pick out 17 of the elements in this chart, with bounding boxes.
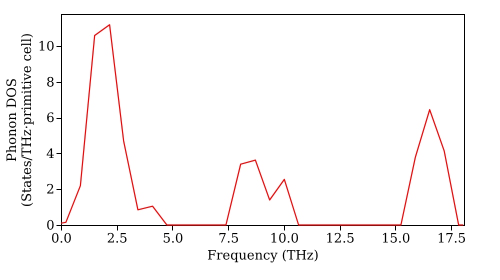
y-tick-label: 8 xyxy=(46,75,54,90)
x-tick-label: 7.5 xyxy=(218,232,240,246)
x-tick-label: 2.5 xyxy=(106,232,128,246)
x-tick-label: 17.5 xyxy=(437,232,466,246)
x-axis-title: Frequency (THz) xyxy=(207,248,319,264)
y-tick-label: 2 xyxy=(46,182,54,198)
y-tick-label: 10 xyxy=(38,40,54,55)
x-tick-label: 15.0 xyxy=(381,232,410,246)
y-tick-label: 6 xyxy=(46,111,54,126)
x-tick-label: 10.0 xyxy=(270,232,299,246)
x-tick-label: 5.0 xyxy=(162,232,184,246)
y-tick-label: 4 xyxy=(46,146,54,162)
y-axis-title: Phonon DOS (States/THz·primitive cell) xyxy=(4,32,35,208)
line-series xyxy=(60,24,464,226)
x-tick-label: 0.0 xyxy=(51,232,72,246)
y-tick-label: 0 xyxy=(46,218,54,234)
x-tick-label: 12.5 xyxy=(326,232,355,246)
